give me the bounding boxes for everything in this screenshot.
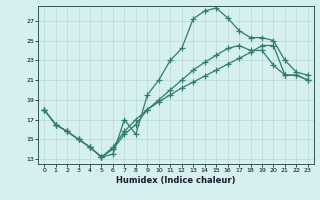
X-axis label: Humidex (Indice chaleur): Humidex (Indice chaleur)	[116, 176, 236, 185]
